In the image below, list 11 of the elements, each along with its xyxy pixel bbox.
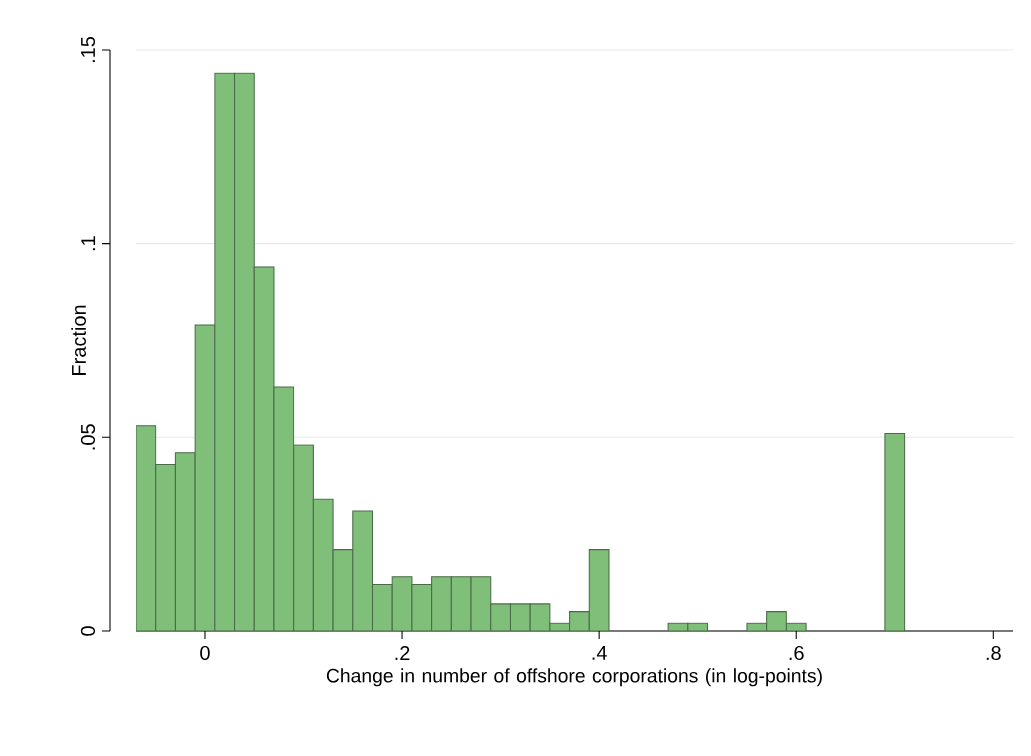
y-tick-label: .15 xyxy=(81,36,96,63)
x-tick-label: .8 xyxy=(986,645,1001,661)
x-tick-label: .6 xyxy=(789,645,804,661)
y-axis-title: Fraction xyxy=(71,305,86,375)
y-tick-label: .1 xyxy=(81,236,96,251)
y-tick-label: .05 xyxy=(80,424,96,450)
x-tick-label: 0 xyxy=(200,645,210,661)
x-tick-label: .4 xyxy=(592,645,607,660)
y-tick-label: 0 xyxy=(80,626,96,636)
x-axis-title: Change in number of offshore corporations (in log-points) xyxy=(326,668,822,687)
x-tick-label: .2 xyxy=(395,645,410,660)
